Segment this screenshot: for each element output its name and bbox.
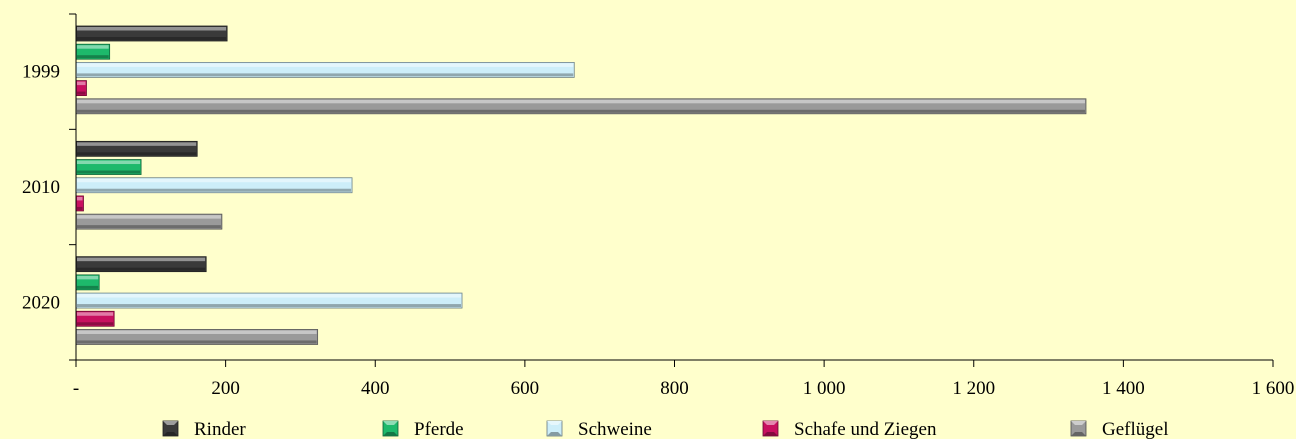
axes-group: 1999 2010 2020 - 200 400 600 800 1 000 1 200 1 400… (22, 13, 1295, 399)
legend-swatch-bevel-top (163, 421, 178, 425)
legend-swatch-bevel-top (383, 421, 398, 425)
bar-shadow (77, 91, 86, 95)
bar-highlight (77, 294, 462, 298)
x-tick-label: 600 (511, 378, 540, 399)
bar-shadow (77, 304, 462, 308)
bar-shadow (77, 152, 197, 156)
x-tick-label: 800 (660, 378, 689, 399)
bar-highlight (77, 81, 86, 86)
y-tick-label: 2020 (22, 292, 60, 313)
legend-label: Rinder (194, 419, 246, 439)
legend-swatch-bevel-top (763, 421, 778, 425)
bar-shadow (77, 206, 83, 210)
bar-highlight (77, 215, 221, 219)
legend-label: Schafe und Ziegen (794, 419, 937, 439)
bars-group (75, 25, 1087, 345)
x-tick-label: 200 (211, 378, 240, 399)
legend-label: Pferde (414, 419, 464, 439)
bar-shadow (77, 170, 141, 174)
bar-highlight (77, 196, 83, 201)
legend-swatch-schweine (546, 420, 563, 437)
bar-highlight (77, 257, 206, 262)
bar-shadow (77, 37, 227, 40)
legend: Rinder Pferde Schweine Schafe und Ziegen Gef… (162, 419, 1168, 439)
bar-shadow (77, 55, 109, 59)
legend-swatch-bevel-bottom (763, 432, 778, 436)
bar-highlight (77, 142, 197, 146)
legend-swatch-schafe-und-ziegen (762, 420, 779, 437)
bar-shadow (77, 285, 99, 289)
bar-highlight (77, 275, 99, 280)
bar-shadow (77, 188, 352, 192)
bar-highlight (77, 330, 317, 334)
legend-swatch-bevel-bottom (1071, 432, 1086, 436)
bar-shadow (77, 340, 317, 344)
bar-highlight (77, 27, 227, 31)
y-tick-label: 2010 (22, 177, 60, 198)
legend-label: Schweine (578, 419, 652, 439)
bar-shadow (77, 322, 114, 326)
x-tick-label: 1 600 (1252, 378, 1295, 399)
bar-highlight (77, 63, 574, 67)
legend-label: Geflügel (1102, 419, 1168, 439)
bar-highlight (77, 312, 114, 316)
legend-swatch-rinder (162, 420, 179, 437)
legend-swatch-pferde (382, 420, 399, 437)
legend-swatch-bevel-bottom (383, 432, 398, 436)
legend-swatch-bevel-bottom (547, 432, 562, 436)
bar-highlight (77, 178, 352, 183)
x-tick-label: 400 (361, 378, 390, 399)
x-tick-label: 1 200 (952, 378, 995, 399)
bar-highlight (77, 160, 141, 165)
bar-highlight (77, 99, 1085, 104)
legend-swatch-bevel-bottom (163, 432, 178, 436)
x-tick-label: - (73, 378, 79, 399)
x-tick-label: 1 000 (803, 378, 846, 399)
bar-shadow (77, 225, 221, 229)
x-tick-label: 1 400 (1102, 378, 1145, 399)
bar-shadow (77, 267, 206, 271)
bar-highlight (77, 45, 109, 49)
legend-swatch-bevel-top (1071, 421, 1086, 425)
y-tick-label: 1999 (22, 62, 60, 83)
legend-swatch-bevel-top (547, 421, 562, 425)
bar-shadow (77, 73, 574, 77)
legend-swatch-geflügel (1070, 420, 1087, 437)
bar-shadow (77, 109, 1085, 113)
